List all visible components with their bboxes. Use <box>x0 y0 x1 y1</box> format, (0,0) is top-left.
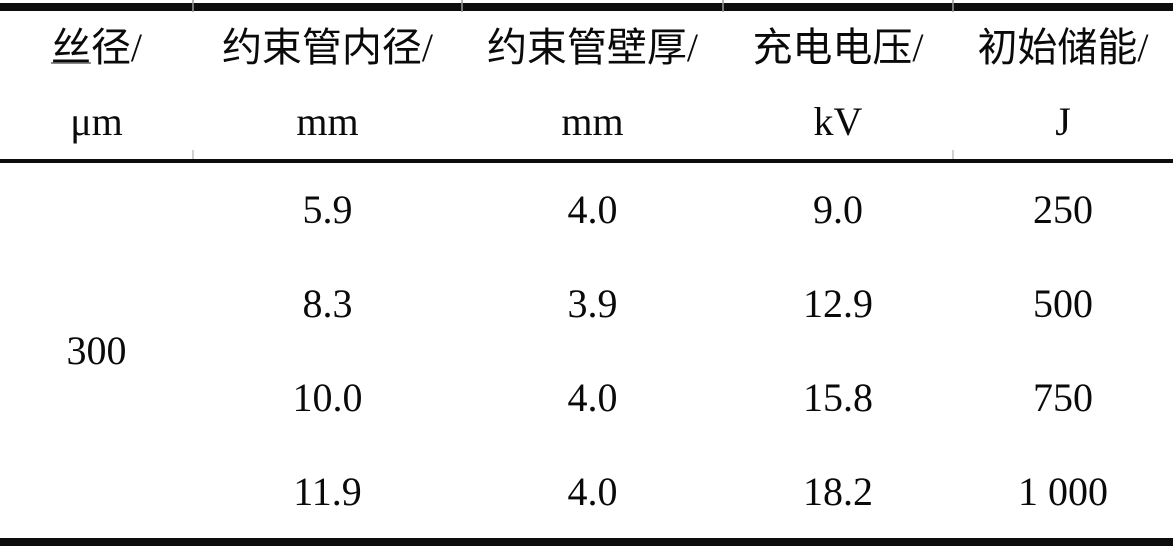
table-cell: 12.9 <box>803 281 873 326</box>
col-header-unit: μm <box>70 99 123 144</box>
table-cell: 3.9 <box>567 281 618 326</box>
experiment-parameters-table: 丝径/ μm 约束管内径/ mm 约束管壁厚/ mm 充电电压/ kV 初始储能… <box>0 11 1173 539</box>
table-cell: 11.9 <box>293 469 362 514</box>
table-cell: 4.0 <box>567 469 618 514</box>
table-cell: 250 <box>1033 187 1093 232</box>
table-top-rule <box>0 0 1173 12</box>
table-cell: 18.2 <box>803 469 873 514</box>
table-row: 8.3 3.9 12.9 500 <box>0 257 1173 351</box>
table-cell: 9.0 <box>813 187 863 232</box>
col-header-tube-inner-diameter: 约束管内径/ mm <box>193 11 462 163</box>
table-row: 11.9 4.0 18.2 1 000 <box>0 445 1173 539</box>
col-header-initial-energy: 初始储能/ J <box>953 11 1173 163</box>
table-cell: 4.0 <box>567 375 618 420</box>
col-header-wire-diameter: 丝径/ μm <box>0 11 193 163</box>
col-header-title: 约束管内径/ <box>221 25 434 70</box>
table-cell: 4.0 <box>567 187 618 232</box>
table-cell: 1 000 <box>1018 469 1108 514</box>
col-header-charging-voltage: 充电电压/ kV <box>723 11 953 163</box>
column-tick-mark <box>192 0 194 12</box>
col-header-unit: mm <box>561 99 624 144</box>
col-header-tube-wall-thickness: 约束管壁厚/ mm <box>462 11 723 163</box>
table-cell: 10.0 <box>292 375 363 420</box>
table-cell: 750 <box>1033 375 1093 420</box>
col-header-title: 约束管壁厚/ <box>486 25 699 70</box>
column-tick-mark <box>952 0 954 12</box>
header-row: 丝径/ μm 约束管内径/ mm 约束管壁厚/ mm 充电电压/ kV 初始储能… <box>0 11 1173 163</box>
wire-diameter-cell: 300 <box>66 328 127 373</box>
column-tick-mark <box>461 0 463 12</box>
col-header-title: 初始储能/ <box>977 25 1149 70</box>
column-tick-mark <box>722 0 724 12</box>
col-header-title: 丝径/ <box>50 25 143 70</box>
table-bottom-rule <box>0 538 1173 546</box>
col-header-unit: kV <box>813 99 863 144</box>
col-header-title: 充电电压/ <box>752 25 924 70</box>
col-header-unit: mm <box>296 99 359 144</box>
col-header-unit: J <box>1055 99 1071 144</box>
table-cell: 8.3 <box>302 281 353 326</box>
table-cell: 15.8 <box>803 375 873 420</box>
table-cell: 500 <box>1033 281 1093 326</box>
table-row: 300 5.9 4.0 9.0 250 <box>0 161 1173 371</box>
table-cell: 5.9 <box>302 187 353 232</box>
table-row: 10.0 4.0 15.8 750 <box>0 351 1173 445</box>
